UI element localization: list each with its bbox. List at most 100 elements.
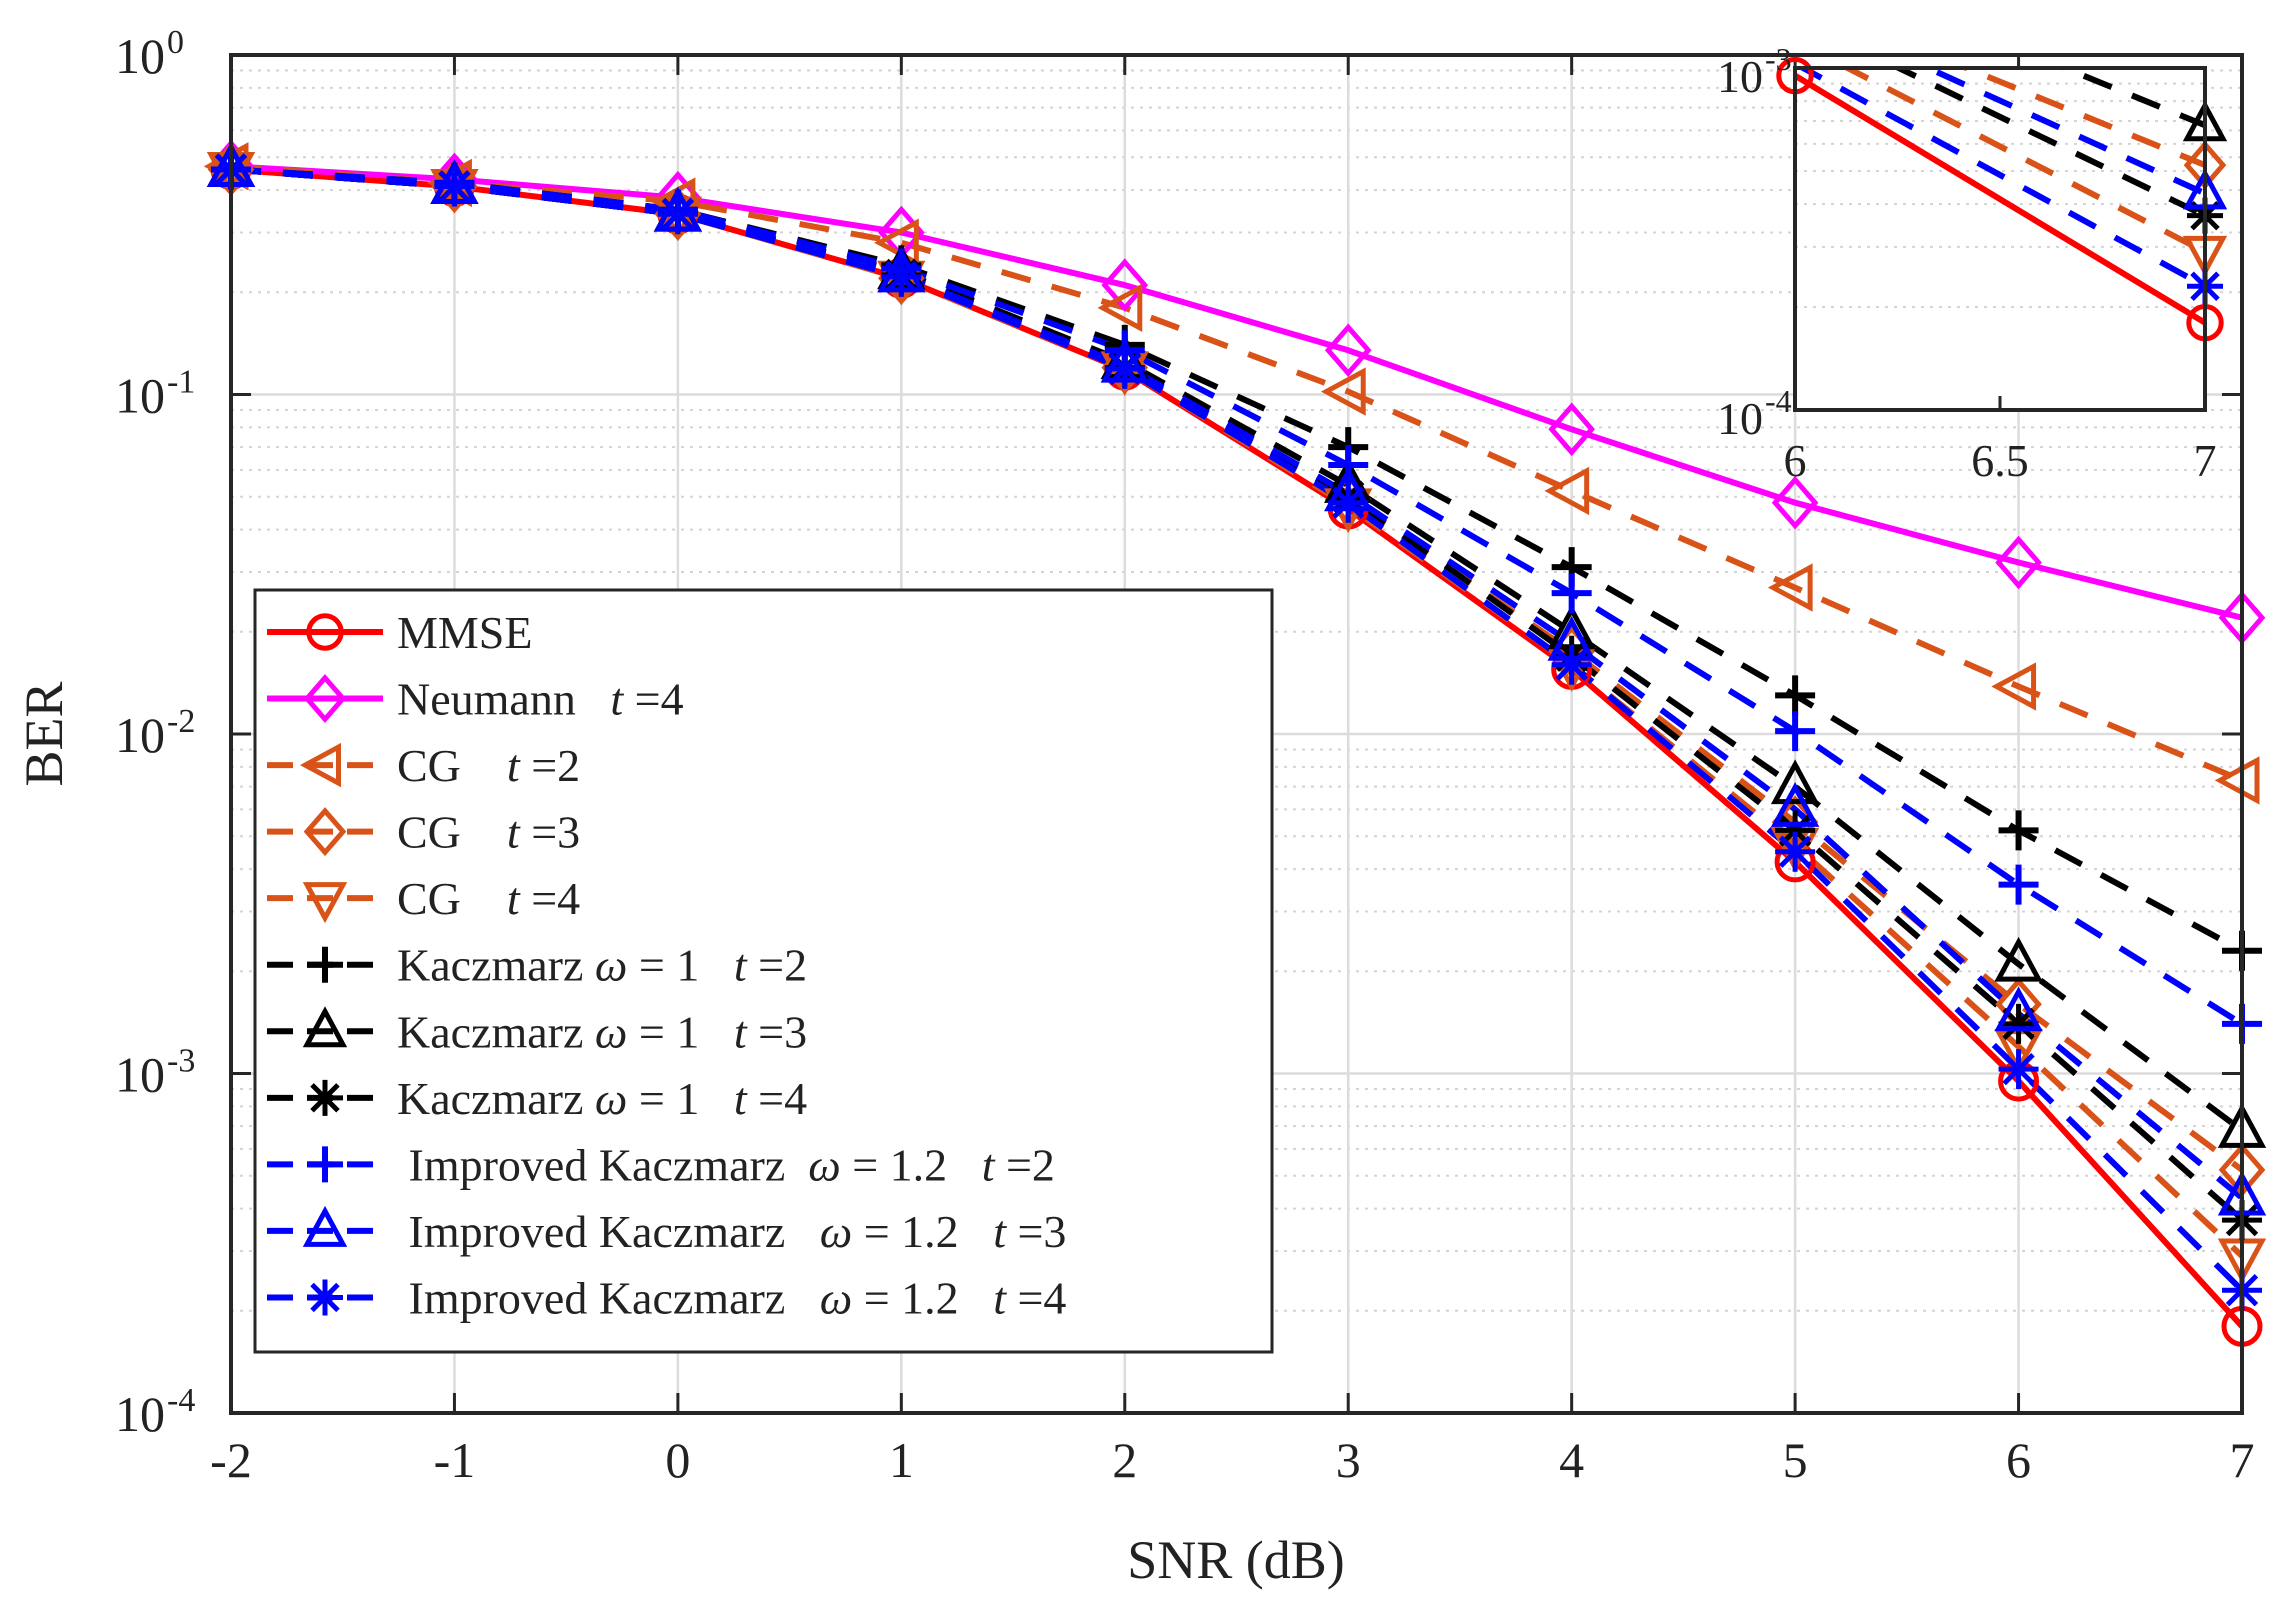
data-point [1320, 367, 1366, 416]
legend-label: Improved Kaczmarz ω = 1.2 t =2 [397, 1139, 1055, 1190]
y-tick-label: 10 [115, 28, 165, 84]
series-line [231, 166, 2242, 1293]
inset-series-line [1920, 68, 2205, 197]
legend-label: Kaczmarz ω = 1 t =3 [397, 1006, 807, 1057]
data-point [2214, 756, 2260, 805]
legend-label-part: MMSE [397, 607, 532, 658]
legend-marker [306, 613, 344, 651]
data-point [1775, 831, 1816, 872]
legend-label-part: = 1 [627, 1006, 733, 1057]
legend-label-part: ω [820, 1206, 852, 1257]
legend-label-part: t [610, 674, 624, 725]
data-point [1104, 348, 1145, 389]
legend-marker [302, 1006, 348, 1048]
legend-label-part: t [993, 1272, 1007, 1323]
legend-marker [307, 1146, 343, 1183]
data-point [1328, 444, 1369, 485]
y-axis-title: BER [14, 681, 74, 786]
x-tick-label: -1 [434, 1432, 476, 1488]
legend-label-part: t [734, 1073, 748, 1124]
legend-label: Neumann t =4 [397, 674, 684, 725]
x-tick-label: 5 [1783, 1432, 1808, 1488]
data-point [1775, 810, 1816, 851]
legend-label-part: = 1.2 [852, 1206, 993, 1257]
legend-label: Improved Kaczmarz ω = 1.2 t =4 [397, 1272, 1066, 1323]
legend-label-part: t [734, 940, 748, 991]
legend-label: Kaczmarz ω = 1 t =2 [397, 940, 807, 991]
inset-y-tick-label: 10 [1717, 51, 1763, 102]
legend-marker [307, 1279, 343, 1316]
legend-marker [307, 1079, 343, 1116]
legend-label-part: CG [397, 807, 507, 858]
x-tick-label: 6 [2006, 1432, 2031, 1488]
legend-label-part: ω [820, 1272, 852, 1323]
y-tick-exponent: -1 [167, 364, 195, 401]
data-point [1998, 1003, 2039, 1044]
series-line [231, 166, 2242, 1027]
main-series [231, 163, 2242, 1329]
data-point [881, 256, 922, 297]
inset-background [1795, 68, 2205, 410]
inset-zoom: 6 6.5 710-310-4 [1717, 41, 2228, 486]
legend-label-part: = 1.2 [852, 1272, 993, 1323]
y-tick-exponent: 0 [167, 24, 184, 61]
data-point [434, 166, 475, 207]
legend-label-part: = 1 [627, 940, 733, 991]
data-point [1767, 563, 1813, 612]
legend-label-part: ω [595, 1006, 627, 1057]
data-point [1995, 535, 2042, 590]
legend-label-part: = 1.2 [841, 1139, 982, 1190]
legend-label-part: =3 [1006, 1206, 1066, 1257]
data-point [1324, 323, 1372, 378]
legend-label-part: t [507, 740, 521, 791]
legend-label-part: t [734, 1006, 748, 1057]
legend-label-part: Improved Kaczmarz [397, 1206, 820, 1257]
inset-series-line [1891, 68, 2205, 219]
data-point [1097, 283, 1143, 333]
legend-label: MMSE [397, 607, 532, 658]
legend-marker [299, 742, 341, 788]
inset-series-line [1841, 68, 2205, 255]
y-tick-label: 10 [115, 707, 165, 763]
legend-label-part: Kaczmarz [397, 1006, 595, 1057]
data-point [1994, 986, 2043, 1032]
inset-x-tick-label: 6.5 [1971, 435, 2029, 486]
legend-label: Kaczmarz ω = 1 t =4 [397, 1073, 807, 1124]
legend-label-part: = 1 [627, 1073, 733, 1124]
inset-y-tick-exponent: -3 [1765, 41, 1792, 77]
data-point [1328, 482, 1369, 523]
legend-marker [302, 1205, 348, 1247]
legend-label-part: =2 [747, 940, 807, 991]
legend-label-part: t [993, 1206, 1007, 1257]
legend-label-part: =4 [623, 674, 683, 725]
legend-label-part: ω [595, 1073, 627, 1124]
legend-label: Improved Kaczmarz ω = 1.2 t =3 [397, 1206, 1066, 1257]
data-point [1775, 711, 1816, 752]
series-line [231, 163, 2242, 784]
data-point [1771, 475, 1819, 530]
y-tick-label: 10 [115, 1386, 165, 1442]
y-tick-label: 10 [115, 368, 165, 424]
legend-box [253, 588, 1274, 1354]
legend-label-part: =2 [994, 1139, 1054, 1190]
legend-label-part: Kaczmarz [397, 1073, 595, 1124]
legend-label-part: CG [397, 873, 507, 924]
data-point [1551, 644, 1592, 685]
legend-label-part: ω [595, 940, 627, 991]
data-point [1551, 573, 1592, 614]
y-tick-exponent: -3 [167, 1043, 195, 1080]
data-point [1770, 759, 1820, 805]
legend-label-part: CG [397, 740, 507, 791]
data-point [1994, 936, 2043, 982]
legend-marker [303, 674, 347, 724]
legend-label-part: Neumann [397, 674, 610, 725]
x-tick-label: 3 [1336, 1432, 1361, 1488]
data-point [1991, 662, 2037, 711]
legend-label-part: t [982, 1139, 996, 1190]
legend-label-part: =4 [520, 873, 580, 924]
data-point [1998, 1049, 2039, 1090]
x-axis-title: SNR (dB) [1127, 1530, 1345, 1590]
